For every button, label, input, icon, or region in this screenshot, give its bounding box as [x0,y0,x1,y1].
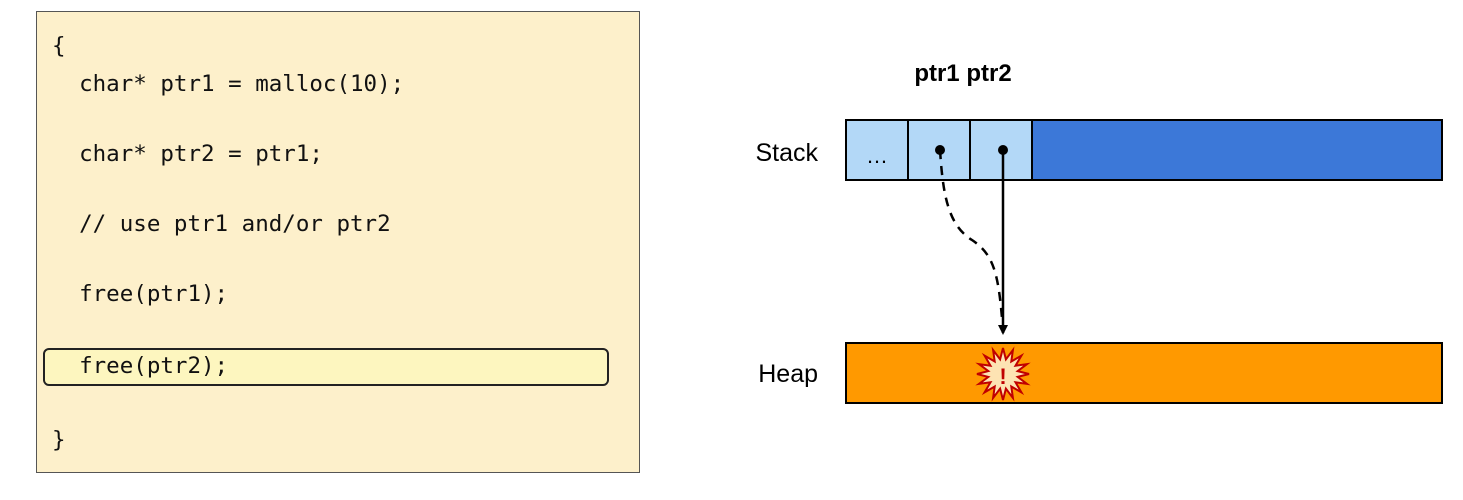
heap-region [845,342,1443,404]
code-line-malloc: char* ptr1 = malloc(10); [52,71,405,97]
code-line-close-brace: } [52,427,66,453]
code-line-free-ptr2: free(ptr2); [52,353,229,379]
ptr1-dangling-arrow [938,149,1004,319]
code-line-comment: // use ptr1 and/or ptr2 [52,211,391,237]
pointer-header-label: ptr1 ptr2 [914,60,1011,87]
code-line-alias: char* ptr2 = ptr1; [52,141,323,167]
heap-label: Heap [758,360,818,388]
code-line-open-brace: { [52,33,66,59]
stack-label: Stack [755,139,818,167]
highlighted-line-box [43,348,609,386]
stack-ellipsis-text: … [866,143,888,168]
stack-cell-ellipsis [845,119,909,181]
warning-exclamation: ! [999,364,1006,389]
stack-region [1031,119,1443,181]
code-panel [36,11,640,473]
double-free-warning-icon: ! [975,346,1031,402]
code-line-free-ptr1: free(ptr1); [52,281,229,307]
